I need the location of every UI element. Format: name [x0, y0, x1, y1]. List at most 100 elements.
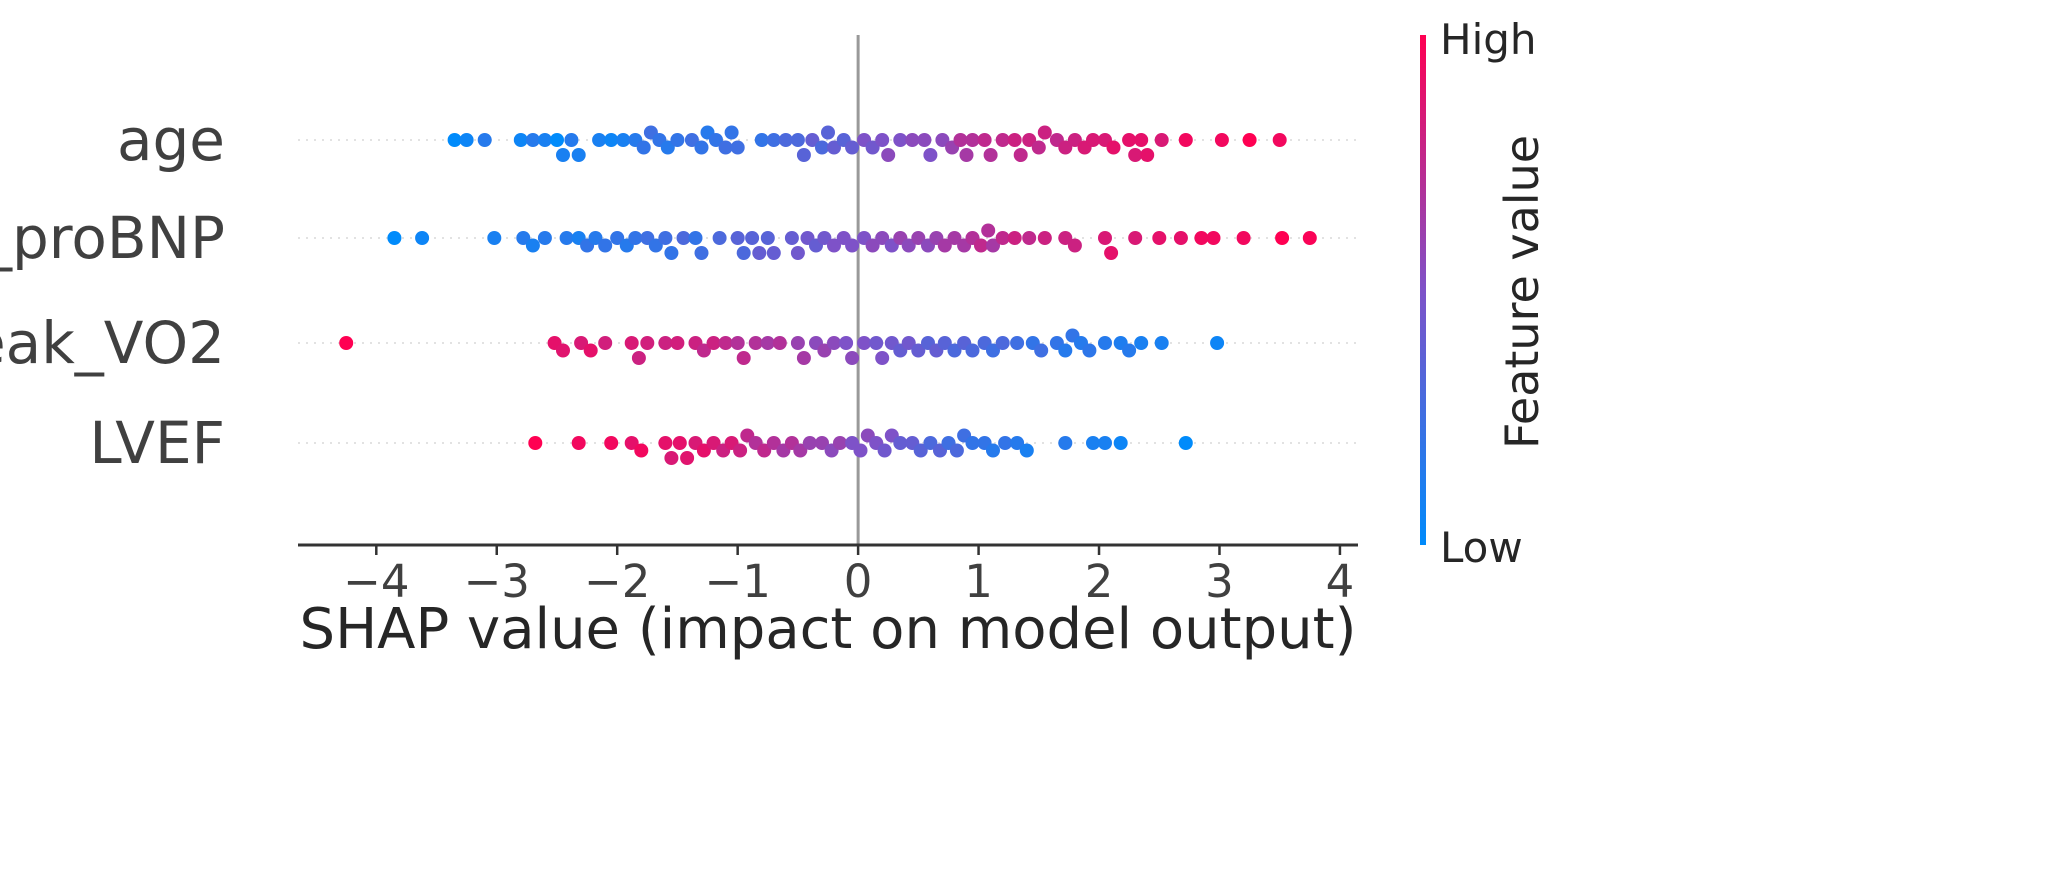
colorbar-gradient [1420, 35, 1426, 545]
shap-point-age [923, 148, 938, 162]
shap-point-lvef [604, 436, 619, 450]
shap-point-nt_probnp [1098, 231, 1112, 245]
shap-point-lvef [986, 443, 1000, 458]
shap-point-nt_probnp [752, 246, 767, 260]
shap-point-peak_vo2 [1058, 343, 1073, 358]
shap-point-peak_vo2 [790, 336, 805, 350]
shap-points [339, 125, 1317, 465]
shap-point-peak_vo2 [658, 336, 673, 350]
feature-label-lvef: LVEF [89, 409, 225, 477]
shap-point-lvef [913, 443, 928, 458]
shap-point-age [1154, 133, 1169, 147]
shap-point-nt_probnp [1104, 246, 1119, 260]
shap-point-lvef [793, 443, 808, 458]
shap-point-lvef [757, 443, 772, 458]
x-ticks: −4 −3 −2 −1 0 1 2 3 4 [343, 545, 1354, 608]
shap-point-age [459, 133, 474, 147]
shap-point-age [754, 133, 769, 147]
shap-point-peak_vo2 [760, 336, 775, 350]
x-tick-label: −1 [704, 555, 770, 608]
shap-point-nt_probnp [516, 231, 531, 245]
shap-point-nt_probnp [790, 246, 805, 260]
shap-point-age [977, 133, 992, 147]
shap-point-peak_vo2 [339, 336, 354, 350]
shap-point-age [1242, 133, 1257, 147]
shap-point-age [805, 133, 820, 147]
shap-point-lvef [528, 436, 543, 450]
shap-point-lvef [893, 436, 908, 450]
shap-point-nt_probnp [1058, 231, 1073, 245]
shap-point-lvef [706, 436, 721, 450]
shap-point-age [881, 148, 896, 162]
shap-point-peak_vo2 [583, 343, 598, 358]
shap-point-age [1122, 133, 1137, 147]
shap-point-nt_probnp [766, 246, 781, 260]
shap-point-nt_probnp [487, 231, 502, 245]
shap-point-peak_vo2 [718, 336, 733, 350]
shap-point-age [730, 140, 745, 155]
shap-point-age [1106, 140, 1121, 155]
shap-point-nt_probnp [875, 231, 890, 245]
shap-point-peak_vo2 [947, 343, 962, 358]
shap-point-age [1007, 133, 1022, 147]
shap-point-lvef [680, 451, 695, 465]
shap-point-age [1086, 133, 1100, 147]
shap-point-age [875, 133, 890, 147]
shap-point-peak_vo2 [696, 343, 711, 358]
shap-point-peak_vo2 [631, 351, 646, 365]
x-tick-label: 4 [1326, 555, 1355, 608]
shap-point-age [1272, 133, 1287, 147]
shap-point-age [616, 133, 631, 147]
shap-point-peak_vo2 [857, 336, 872, 350]
shap-point-peak_vo2 [986, 343, 1000, 358]
x-tick-label: −2 [584, 555, 650, 608]
shap-point-age [905, 133, 920, 147]
shap-point-age [447, 133, 462, 147]
shap-point-age [995, 133, 1010, 147]
shap-point-age [513, 133, 528, 147]
shap-point-age [865, 140, 880, 155]
shap-point-lvef [658, 436, 673, 450]
shap-point-lvef [815, 436, 829, 450]
shap-point-nt_probnp [610, 231, 625, 245]
shap-point-nt_probnp [1152, 231, 1167, 245]
feature-row-guides [298, 139, 1358, 444]
shap-point-nt_probnp [1037, 231, 1052, 245]
colorbar-title: Feature value [1495, 135, 1549, 449]
shap-point-lvef [1058, 436, 1073, 450]
shap-point-nt_probnp [1206, 231, 1221, 245]
shap-point-peak_vo2 [1154, 336, 1169, 350]
shap-point-lvef [672, 436, 687, 450]
shap-point-age [592, 133, 607, 147]
shap-point-age [564, 133, 579, 147]
feature-labels: age NT_proBNP peak_VO2 LVEF [0, 106, 225, 477]
feature-label-peak_vo2: peak_VO2 [0, 309, 225, 377]
shap-point-peak_vo2 [556, 343, 570, 358]
shap-point-peak_vo2 [839, 336, 854, 350]
shap-point-nt_probnp [1022, 231, 1037, 245]
shap-point-age [959, 148, 974, 162]
shap-point-age [684, 133, 699, 147]
shap-point-nt_probnp [845, 238, 860, 253]
shap-point-nt_probnp [1173, 231, 1188, 245]
shap-point-peak_vo2 [901, 336, 916, 350]
shap-point-age [1058, 140, 1073, 155]
shap-point-age [1178, 133, 1193, 147]
shap-point-nt_probnp [760, 231, 775, 245]
shap-point-lvef [1098, 436, 1112, 450]
shap-point-peak_vo2 [845, 351, 860, 365]
shap-point-nt_probnp [901, 238, 916, 253]
shap-point-age [550, 133, 564, 147]
shap-point-age [917, 133, 932, 147]
shap-point-age [525, 133, 540, 147]
shap-point-age [965, 133, 980, 147]
colorbar-low-label: Low [1440, 523, 1523, 572]
shap-point-age [815, 140, 829, 155]
shap-point-lvef [1113, 436, 1128, 450]
x-tick-label: 2 [1085, 555, 1114, 608]
shap-point-lvef [733, 443, 748, 458]
shap-point-nt_probnp [676, 231, 691, 245]
shap-point-peak_vo2 [965, 343, 980, 358]
x-tick-label: −3 [464, 555, 530, 608]
